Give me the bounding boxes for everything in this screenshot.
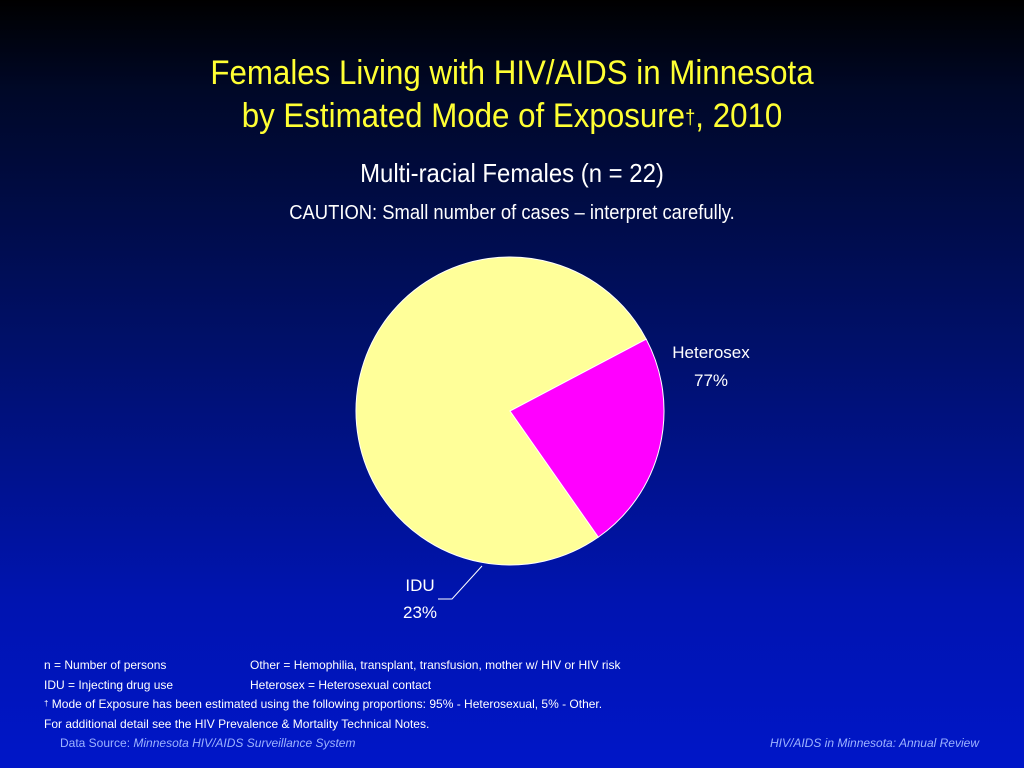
data-source-label: Data Source:	[60, 736, 131, 750]
caution-note: CAUTION: Small number of cases – interpr…	[289, 202, 735, 224]
pie-leader-line-idu	[438, 565, 483, 600]
footnote-heterosex-definition: Heterosex = Heterosexual contact	[250, 677, 432, 692]
footnote-other-definition: Other = Hemophilia, transplant, transfus…	[250, 658, 621, 672]
pie-slice-idu	[509, 338, 665, 538]
title-line-2: by Estimated Mode of Exposure	[241, 97, 686, 135]
footnotes: n = Number of persons Other = Hemophilia…	[44, 656, 620, 735]
footnote-row-4: For additional detail see the HIV Preval…	[44, 715, 602, 735]
data-source: Data Source: Minnesota HIV/AIDS Surveill…	[60, 736, 355, 750]
pie-label-idu: IDU	[405, 576, 434, 595]
footnote-row-3: † Mode of Exposure has been estimated us…	[44, 695, 602, 715]
footnote-row-1: n = Number of persons Other = Hemophilia…	[44, 656, 620, 676]
footnote-dagger: †	[44, 699, 49, 708]
footnote-mode-note: Mode of Exposure has been estimated usin…	[48, 697, 603, 711]
chart-subtitle: Multi-racial Females (n = 22)	[360, 158, 664, 188]
title-dagger: †	[685, 107, 696, 129]
chart-title: Females Living with HIV/AIDS in Minnesot…	[41, 52, 983, 138]
data-source-name: Minnesota HIV/AIDS Surveillance System	[133, 736, 356, 750]
footnote-idu-definition: IDU = Injecting drug use	[44, 677, 174, 692]
footnote-additional-detail: For additional detail see the HIV Preval…	[44, 716, 430, 731]
title-line-1: Females Living with HIV/AIDS in Minnesot…	[210, 54, 814, 92]
report-name: HIV/AIDS in Minnesota: Annual Review	[770, 736, 979, 750]
footnote-row-2: IDU = Injecting drug use Heterosex = Het…	[44, 676, 602, 696]
title-year: , 2010	[695, 97, 783, 135]
pie-label-heterosex: Heterosex	[672, 343, 750, 362]
pie-value-idu: 23%	[403, 603, 437, 622]
footnote-n-definition: n = Number of persons	[44, 658, 167, 672]
pie-slice-heterosex	[355, 256, 647, 566]
pie-value-heterosex: 77%	[694, 371, 728, 390]
